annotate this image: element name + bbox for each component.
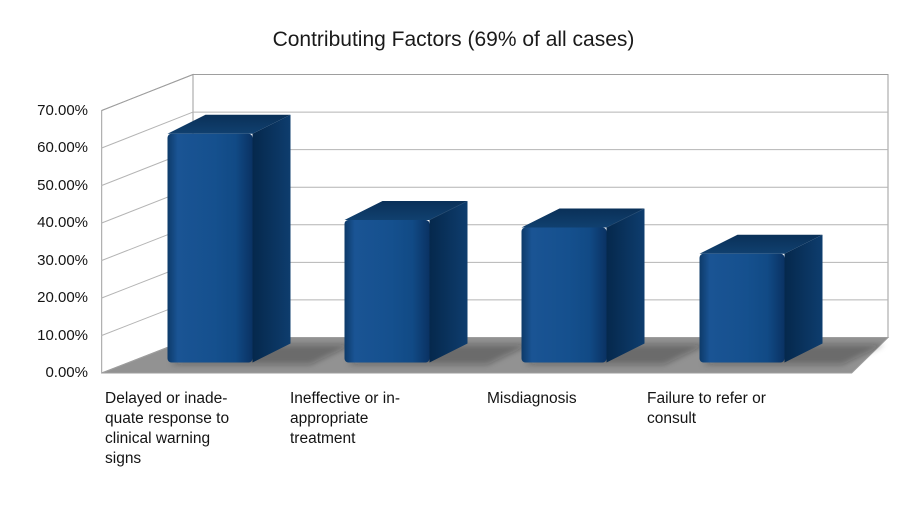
gridline-left-wall xyxy=(101,111,194,149)
bar-side-face xyxy=(784,234,823,363)
y-axis-tick-label: 50.00% xyxy=(37,176,88,194)
bar-front-face xyxy=(699,253,785,363)
x-axis-category-label: Misdiagnosis xyxy=(487,390,577,407)
y-axis-tick-label: 60.00% xyxy=(37,139,88,156)
bar-side-face xyxy=(429,201,468,363)
chart-bar[interactable] xyxy=(167,114,353,365)
bar-top-face xyxy=(699,234,823,254)
x-axis-category-label: Failure to refer or consult xyxy=(647,390,766,427)
bar-side-face xyxy=(252,114,291,363)
gridline-left-wall xyxy=(101,74,194,111)
y-axis-tick-label: 70.00% xyxy=(37,101,88,119)
chart-bar[interactable] xyxy=(344,201,530,365)
bar-side-face xyxy=(606,208,645,363)
bar-front-face xyxy=(167,133,253,363)
x-axis-category-label: Delayed or inade- quate response to clin… xyxy=(105,390,230,467)
y-axis-tick-label: 20.00% xyxy=(37,289,88,306)
bar-front-face xyxy=(521,227,607,363)
bar-top-face xyxy=(167,114,291,134)
y-axis-tick-label: 30.00% xyxy=(37,251,88,269)
y-axis-tick-label: 40.00% xyxy=(37,214,88,231)
bar-top-face xyxy=(344,201,468,220)
x-axis-category-label: Ineffective or in- appropriate treatment xyxy=(290,390,400,447)
chart-bar[interactable] xyxy=(699,234,885,365)
bar-front-face xyxy=(344,220,430,363)
chart-bar[interactable] xyxy=(521,208,707,365)
y-axis-tick-label: 10.00% xyxy=(37,326,88,344)
chart-title: Contributing Factors (69% of all cases) xyxy=(272,28,635,51)
bar-top-face xyxy=(521,208,645,228)
y-axis-tick-label: 0.00% xyxy=(45,364,88,381)
